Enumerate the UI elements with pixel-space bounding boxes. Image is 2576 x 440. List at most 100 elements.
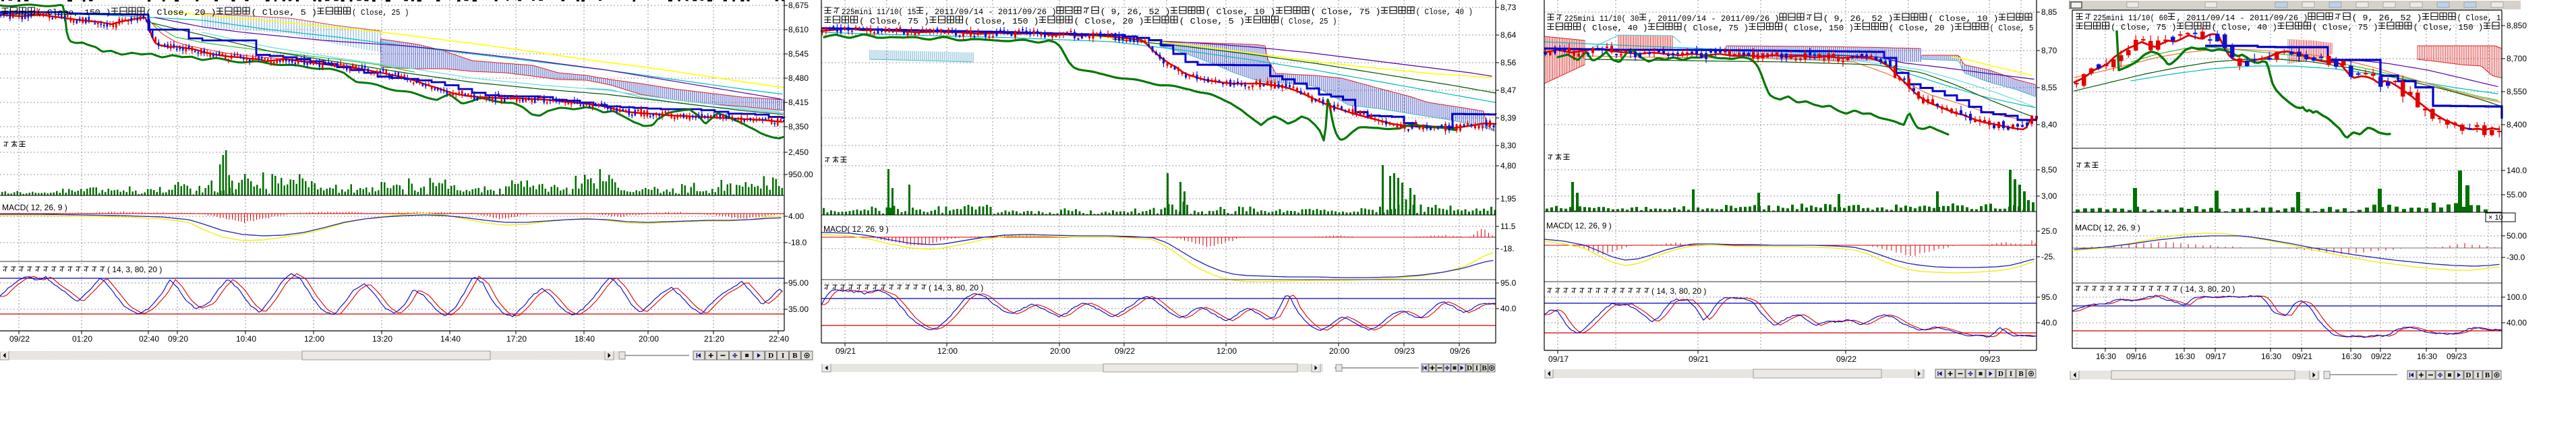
svg-text:( Close, 150 ): ( Close, 150 )	[2413, 23, 2484, 32]
svg-text:09/22: 09/22	[2371, 352, 2391, 361]
svg-text:( Close, 150 ): ( Close, 150 )	[1784, 24, 1854, 33]
svg-text:40.0: 40.0	[1500, 304, 1517, 313]
svg-text:MACD( 12, 26, 9 ): MACD( 12, 26, 9 )	[823, 224, 889, 234]
svg-text:( Close, 5 ): ( Close, 5 )	[1179, 17, 1246, 26]
svg-text:20:00: 20:00	[639, 334, 659, 344]
svg-text:( Close, 20 ): ( Close, 20 )	[146, 8, 216, 18]
svg-text:( 14, 3, 80, 20 ): ( 14, 3, 80, 20 )	[2180, 284, 2235, 294]
svg-text:( Close, 150 ): ( Close, 150 )	[964, 17, 1039, 26]
svg-text:4,80: 4,80	[1500, 161, 1517, 170]
svg-text:D: D	[768, 352, 773, 360]
svg-text:-18.: -18.	[1500, 244, 1515, 253]
svg-text:8,40: 8,40	[2041, 120, 2057, 129]
svg-text:18:40: 18:40	[575, 334, 595, 344]
svg-text:( Close, 25 ): ( Close, 25 )	[352, 8, 409, 18]
svg-text:( Close, 150 ): ( Close, 150 )	[36, 8, 111, 18]
svg-text:95.0: 95.0	[2041, 292, 2057, 302]
svg-text:, 2011/09/14 - 2011/09/26 ): , 2011/09/14 - 2011/09/26 )	[1648, 14, 1780, 24]
svg-text:8,64: 8,64	[1500, 30, 1517, 40]
svg-text:8,545: 8,545	[788, 49, 809, 59]
svg-text:09:20: 09:20	[168, 334, 188, 344]
svg-text:09/21: 09/21	[1689, 354, 1709, 364]
svg-text:8,30: 8,30	[1500, 141, 1517, 150]
svg-text:I: I	[2010, 370, 2012, 378]
svg-text:02:40: 02:40	[139, 334, 159, 344]
svg-text:( Close, 5: ( Close, 5	[1990, 24, 2034, 33]
svg-text:22:40: 22:40	[769, 334, 789, 344]
svg-text:09/22: 09/22	[1836, 354, 1856, 364]
svg-text:( Close, 75 ): ( Close, 75 )	[1683, 24, 1749, 33]
svg-text:B: B	[2018, 370, 2024, 378]
svg-text:09/17: 09/17	[1548, 354, 1569, 364]
svg-text:( 9, 26, 52 ): ( 9, 26, 52 )	[2352, 13, 2422, 23]
svg-text:D: D	[1467, 365, 1472, 373]
svg-text:8,700: 8,700	[2507, 54, 2527, 63]
svg-text:, 2011/09/14 - 2011/09/26 ): , 2011/09/14 - 2011/09/26 )	[925, 7, 1057, 17]
svg-text:16:30: 16:30	[2175, 352, 2195, 361]
svg-text:MACD( 12, 26, 9 ): MACD( 12, 26, 9 )	[2075, 223, 2140, 232]
svg-text:I: I	[2476, 371, 2479, 379]
svg-text:09/22: 09/22	[9, 334, 30, 344]
svg-text:8,85: 8,85	[2041, 7, 2057, 17]
svg-text:, 2011/09/14 - 2011/09/26 ): , 2011/09/14 - 2011/09/26 )	[2177, 13, 2308, 23]
svg-text:8,675: 8,675	[788, 1, 809, 10]
svg-text:225mini 11/10( 60: 225mini 11/10( 60	[2093, 13, 2168, 23]
svg-text:50.00: 50.00	[2507, 231, 2527, 241]
svg-text:16:30: 16:30	[2417, 352, 2437, 361]
svg-text:09/23: 09/23	[1395, 346, 1415, 356]
svg-text:D: D	[2466, 371, 2471, 379]
svg-text:I: I	[782, 352, 784, 360]
svg-text:( Close, 75 ): ( Close, 75 )	[2111, 23, 2177, 32]
svg-text:( Close, 20 ): ( Close, 20 )	[1074, 17, 1144, 26]
svg-text:( Close, 5 ): ( Close, 5 )	[252, 8, 318, 18]
svg-text:-18.0: -18.0	[788, 238, 807, 247]
svg-text:( Close, 10 ): ( Close, 10 )	[1206, 7, 1276, 17]
svg-text:B: B	[2485, 371, 2490, 379]
svg-text:95.0: 95.0	[1500, 278, 1517, 288]
svg-text:8,550: 8,550	[2507, 87, 2527, 96]
svg-text:20:00: 20:00	[1050, 346, 1070, 356]
svg-text:09/21: 09/21	[836, 346, 856, 356]
svg-text:( Close, 25 ): ( Close, 25 )	[1280, 17, 1337, 26]
svg-text:21:20: 21:20	[704, 334, 724, 344]
svg-text:16:30: 16:30	[2096, 352, 2116, 361]
svg-text:01:20: 01:20	[72, 334, 92, 344]
svg-text:16:30: 16:30	[2261, 352, 2281, 361]
svg-text:( Close, 75 ): ( Close, 75 )	[859, 17, 929, 26]
svg-text:8,415: 8,415	[788, 98, 809, 107]
svg-text:09/23: 09/23	[2447, 352, 2467, 361]
svg-text:950.00: 950.00	[788, 170, 813, 179]
svg-text:09/21: 09/21	[2292, 352, 2312, 361]
svg-text:I: I	[1475, 365, 1478, 373]
svg-text:( 9, 26, 52 ): ( 9, 26, 52 )	[1823, 14, 1894, 24]
svg-text:09/23: 09/23	[1980, 354, 2000, 364]
svg-text:8,56: 8,56	[1500, 58, 1517, 67]
svg-text:20:00: 20:00	[1329, 346, 1349, 356]
svg-text:( 14, 3, 80, 20 ): ( 14, 3, 80, 20 )	[929, 283, 983, 292]
svg-text:8,39: 8,39	[1500, 113, 1517, 123]
svg-text:95.00: 95.00	[788, 278, 809, 288]
svg-text:12:00: 12:00	[937, 346, 958, 356]
svg-text:8,47: 8,47	[1500, 86, 1517, 95]
svg-text:14:40: 14:40	[440, 334, 461, 344]
svg-text:-30.0: -30.0	[2507, 253, 2525, 262]
svg-text:09/16: 09/16	[2126, 352, 2146, 361]
svg-text:( 9, 26, 52 ): ( 9, 26, 52 )	[1101, 7, 1171, 17]
svg-text:8,610: 8,610	[788, 25, 809, 34]
svg-text:225mini 11/10( 30: 225mini 11/10( 30	[1564, 14, 1639, 24]
svg-text:16:30: 16:30	[2341, 352, 2362, 361]
svg-text:( Close, 1: ( Close, 1	[2457, 13, 2501, 23]
svg-text:09/26: 09/26	[1450, 346, 1470, 356]
svg-text:8,70: 8,70	[2041, 46, 2057, 55]
svg-text:4.00: 4.00	[788, 212, 804, 221]
svg-text:35.00: 35.00	[788, 305, 809, 314]
svg-text:× 10: × 10	[2488, 214, 2503, 222]
svg-text:1,95: 1,95	[1500, 194, 1517, 203]
svg-text:12:00: 12:00	[304, 334, 324, 344]
svg-text:B: B	[792, 352, 798, 360]
svg-text:3,00: 3,00	[2041, 191, 2057, 201]
svg-text:( 14, 3, 80, 20 ): ( 14, 3, 80, 20 )	[1651, 286, 1706, 296]
svg-text:12:00: 12:00	[1217, 346, 1237, 356]
svg-text:8,400: 8,400	[2507, 120, 2527, 129]
svg-text:MACD( 12, 26, 9 ): MACD( 12, 26, 9 )	[1546, 221, 1612, 230]
